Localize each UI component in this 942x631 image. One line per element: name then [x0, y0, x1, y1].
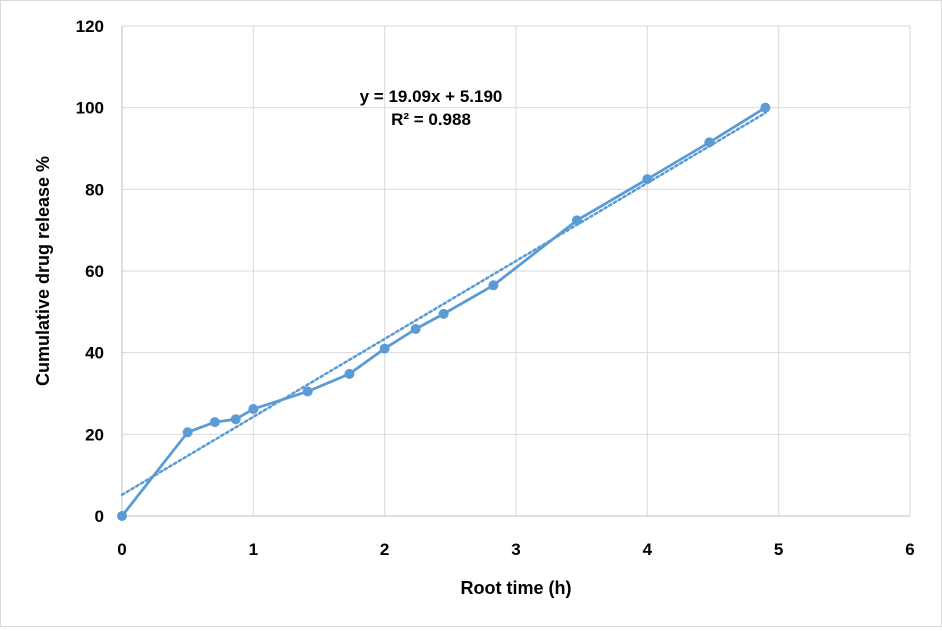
trendline	[120, 111, 767, 497]
data-point	[182, 427, 193, 438]
data-point	[248, 404, 259, 415]
y-axis-title: Cumulative drug release %	[33, 156, 53, 386]
y-tick-label: 40	[85, 344, 104, 363]
data-point	[379, 343, 390, 354]
x-axis-title: Root time (h)	[461, 578, 572, 598]
y-tick-label: 100	[76, 99, 104, 118]
data-point	[571, 215, 582, 226]
data-point	[642, 174, 653, 185]
x-tick-label: 1	[249, 540, 258, 559]
y-tick-label: 0	[95, 507, 104, 526]
y-tick-label: 120	[76, 17, 104, 36]
y-tick-label: 20	[85, 425, 104, 444]
axis-layer: 0 20 40 60 80 100 120 0 1 2 3 4 5 6	[76, 17, 915, 559]
x-tick-label: 2	[380, 540, 389, 559]
data-point	[302, 386, 313, 397]
x-tick-label: 0	[117, 540, 126, 559]
x-tick-label: 6	[905, 540, 914, 559]
data-point	[704, 137, 715, 148]
data-point	[117, 511, 127, 521]
x-tick-label: 3	[511, 540, 520, 559]
data-point	[760, 102, 771, 113]
data-point	[209, 417, 220, 428]
data-point	[410, 323, 421, 334]
trend-layer	[120, 111, 767, 497]
x-tick-label: 4	[643, 540, 653, 559]
data-point	[344, 368, 355, 379]
x-tick-label: 5	[774, 540, 783, 559]
data-point	[230, 414, 241, 425]
y-tick-label: 80	[85, 180, 104, 199]
y-tick-label: 60	[85, 262, 104, 281]
series-layer	[117, 102, 771, 521]
grid-layer	[122, 25, 911, 516]
label-layer: Root time (h) Cumulative drug release % …	[33, 87, 571, 598]
data-point	[488, 280, 499, 291]
data-point	[438, 308, 449, 319]
trendline-r-squared: R² = 0.988	[391, 110, 471, 129]
trendline-equation: y = 19.09x + 5.190	[360, 87, 503, 106]
